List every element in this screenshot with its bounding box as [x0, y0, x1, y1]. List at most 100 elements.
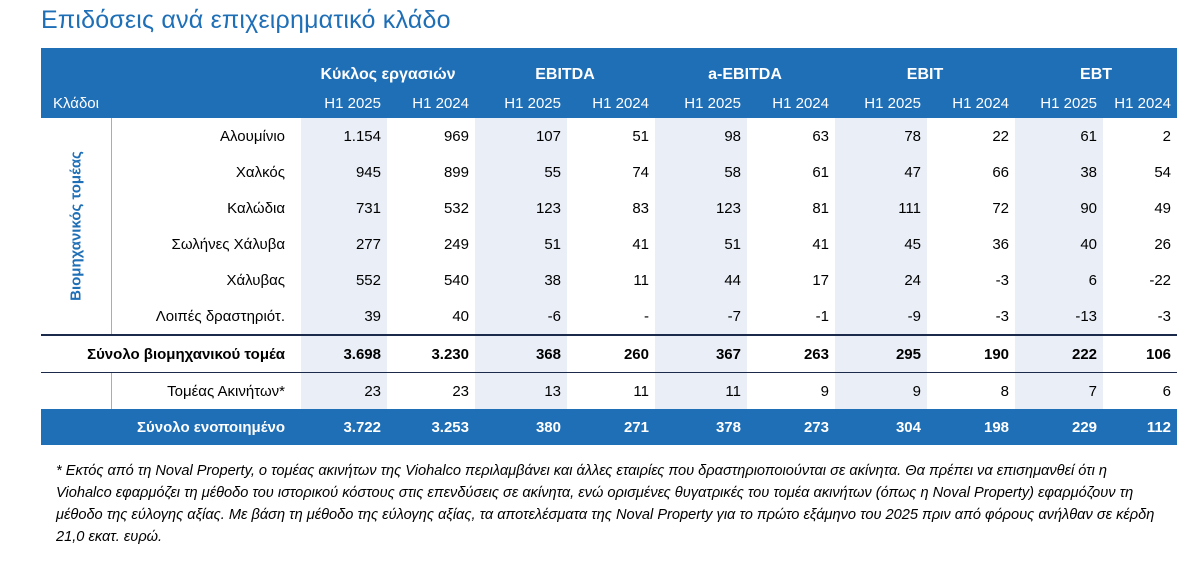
cell: 304 — [835, 409, 927, 445]
cell: 61 — [1015, 118, 1104, 154]
cell: 55 — [475, 154, 567, 190]
cell: 1.154 — [301, 118, 387, 154]
section-label-cell: Βιομηχανικός τομέας — [41, 118, 112, 335]
cell: 51 — [632, 127, 649, 145]
cell: 731 — [301, 190, 387, 226]
table-row: Βιομηχανικός τομέας Αλουμίνιο 1.154 969 … — [41, 118, 1177, 335]
period-label: H1 2024 — [567, 88, 655, 118]
header-row-label: Κλάδοι — [41, 88, 301, 118]
consolidated-total-row: Σύνολο ενοποιημένο 3.722 3.253 380 271 3… — [41, 409, 1178, 445]
cell: 38 — [1015, 154, 1104, 190]
row-name: Τομέας Ακινήτων* — [167, 382, 285, 400]
cell: 106 — [1103, 334, 1178, 373]
period-label: H1 2024 — [387, 88, 475, 118]
cell: 3.253 — [387, 409, 475, 445]
cell: 83 — [632, 199, 649, 217]
cell: - — [644, 307, 649, 325]
blank-cell — [41, 372, 112, 409]
cell: 22 — [992, 127, 1010, 145]
cell: 63 — [812, 127, 829, 145]
cell: 9 — [835, 372, 927, 409]
cell: 552 — [301, 262, 387, 298]
row-name: Λοιπές δραστηριότ. — [155, 307, 285, 325]
footnote: * Εκτός από τη Noval Property, ο τομέας … — [56, 463, 1155, 545]
cell: 40 — [452, 307, 469, 325]
cell: 3.698 — [301, 334, 387, 373]
cell: 9 — [820, 382, 829, 400]
cell: 3.722 — [301, 409, 387, 445]
cell: 11 — [633, 271, 649, 289]
cell: -3 — [1157, 307, 1172, 325]
cell: 41 — [632, 235, 649, 253]
cell: 190 — [927, 334, 1016, 373]
cell: 61 — [812, 163, 829, 181]
period-label: H1 2025 — [835, 88, 927, 118]
cell: 198 — [927, 409, 1016, 445]
table-row: Λοιπές δραστηριότ. 39 40 -6 - -7 -1 -9 -… — [41, 298, 1177, 335]
row-name: Σωλήνες Χάλυβα — [171, 235, 285, 253]
cell: 969 — [443, 127, 469, 145]
cell: -7 — [655, 298, 747, 335]
header-ebt: EBT — [1015, 48, 1178, 88]
cell: 295 — [835, 334, 927, 373]
cell: 66 — [992, 163, 1010, 181]
cell: 51 — [475, 226, 567, 262]
cell: 72 — [992, 199, 1010, 217]
cell: -6 — [475, 298, 567, 335]
cell: 54 — [1154, 163, 1172, 181]
row-name: Χαλκός — [235, 163, 285, 181]
cell: 123 — [655, 190, 747, 226]
header-ebit: EBIT — [835, 48, 1016, 88]
header-revenue: Κύκλος εργασιών — [301, 48, 475, 88]
cell: 24 — [835, 262, 927, 298]
cell: 44 — [655, 262, 747, 298]
cell: 23 — [301, 372, 387, 409]
period-label: H1 2025 — [655, 88, 747, 118]
cell: 229 — [1015, 409, 1104, 445]
cell: 26 — [1154, 235, 1172, 253]
cell: -3 — [995, 271, 1010, 289]
cell: 3.230 — [387, 334, 475, 373]
cell: 17 — [812, 271, 829, 289]
row-name: Αλουμίνιο — [220, 127, 285, 145]
cell: 2 — [1162, 127, 1172, 145]
period-label: H1 2024 — [747, 88, 835, 118]
cell: 58 — [655, 154, 747, 190]
cell: 540 — [443, 271, 469, 289]
row-name: Καλώδια — [227, 199, 285, 217]
header-groups-row: Κύκλος εργασιών EBITDA a-EBITDA EBIT EBT — [41, 48, 1178, 88]
header-blank — [41, 48, 301, 88]
cell: 367 — [655, 334, 747, 373]
section-label: Βιομηχανικός τομέας — [67, 151, 85, 301]
page-title: Επιδόσεις ανά επιχειρηματικό κλάδο — [41, 6, 451, 34]
row-name: Χάλυβας — [226, 271, 285, 289]
table-row: Χαλκός 945 899 55 74 58 61 47 66 38 54 — [41, 154, 1177, 190]
cell: 899 — [443, 163, 469, 181]
cell: 378 — [655, 409, 747, 445]
header-periods-row: Κλάδοι H1 2025 H1 2024 H1 2025 H1 2024 H… — [41, 88, 1178, 118]
cell: 81 — [812, 199, 829, 217]
header-a-ebitda: a-EBITDA — [655, 48, 835, 88]
period-label: H1 2025 — [475, 88, 567, 118]
cell: 8 — [1000, 382, 1010, 400]
real-estate-row: Τομέας Ακινήτων* 23 23 13 11 11 9 9 8 7 … — [41, 372, 1177, 409]
cell: 11 — [633, 382, 649, 400]
cell: 98 — [655, 118, 747, 154]
table-row: Σωλήνες Χάλυβα 277 249 51 41 51 41 45 36… — [41, 226, 1177, 262]
industrial-total-row: Σύνολο βιομηχανικού τομέα 3.698 3.230 36… — [41, 334, 1178, 373]
cell: 249 — [443, 235, 469, 253]
cell: 41 — [812, 235, 829, 253]
segment-performance-table: Κύκλος εργασιών EBITDA a-EBITDA EBIT EBT… — [41, 48, 1178, 445]
cell: 945 — [301, 154, 387, 190]
cell: 260 — [567, 334, 655, 373]
cell: 23 — [452, 382, 469, 400]
cell: 277 — [301, 226, 387, 262]
cell: -9 — [835, 298, 927, 335]
cell: -3 — [995, 307, 1010, 325]
period-label: H1 2024 — [1103, 88, 1178, 118]
cell: 11 — [655, 372, 747, 409]
cell: 38 — [475, 262, 567, 298]
cell: 40 — [1015, 226, 1104, 262]
table-row: Καλώδια 731 532 123 83 123 81 111 72 90 … — [41, 190, 1177, 226]
cell: 271 — [567, 409, 655, 445]
